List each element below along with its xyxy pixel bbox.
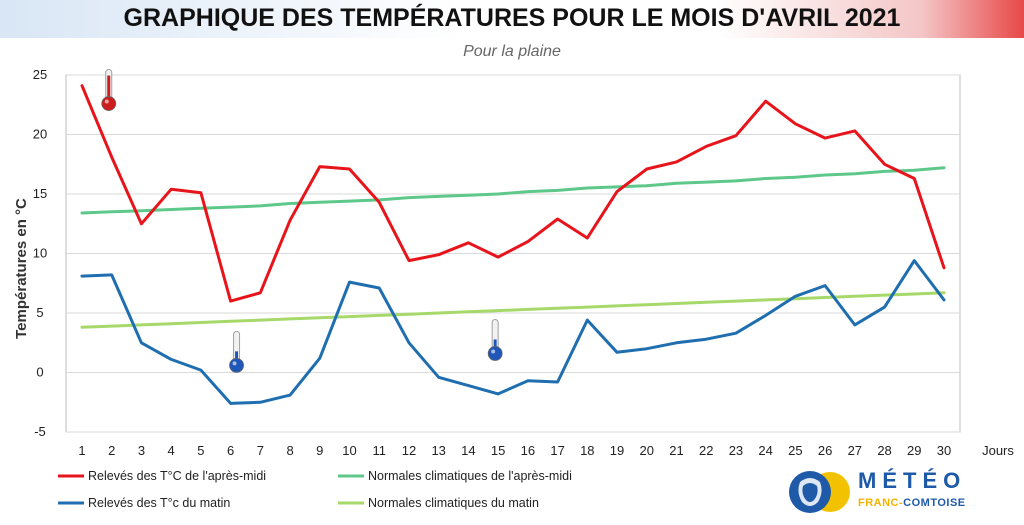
series-line-2 (80, 259, 946, 405)
x-tick-label: 14 (461, 443, 475, 458)
logo-wordmark: MÉTÉO (858, 468, 967, 493)
title-bar (0, 0, 1024, 38)
x-tick-label: 29 (907, 443, 921, 458)
legend-label-4: Normales climatiques du matin (368, 496, 539, 510)
legend-label-3: Relevés des T°c du matin (88, 496, 230, 510)
thermometer-hot-icon (101, 69, 117, 111)
x-tick-label: 9 (316, 443, 323, 458)
y-tick-label: 15 (33, 186, 47, 201)
x-tick-label: 15 (491, 443, 505, 458)
series-line-3 (80, 166, 946, 215)
x-tick-label: 17 (550, 443, 564, 458)
x-tick-label: 30 (937, 443, 951, 458)
logo-sub-part-2: COMTOISE (903, 497, 966, 509)
x-tick-label: 19 (610, 443, 624, 458)
x-tick-label: 23 (729, 443, 743, 458)
x-tick-label: 24 (758, 443, 772, 458)
chart-subtitle: Pour la plaine (463, 43, 561, 60)
x-tick-label: 7 (257, 443, 264, 458)
x-tick-label: 26 (818, 443, 832, 458)
x-tick-label: 5 (197, 443, 204, 458)
x-tick-label: 13 (431, 443, 445, 458)
logo-subtitle: FRANC-COMTOISE (858, 497, 966, 509)
series-line-4 (80, 291, 946, 329)
x-tick-label: 21 (669, 443, 683, 458)
y-tick-label: 0 (36, 365, 43, 380)
x-tick-label: 11 (372, 443, 386, 458)
x-tick-label: 2 (108, 443, 115, 458)
x-tick-label: 25 (788, 443, 802, 458)
chart-title: GRAPHIQUE DES TEMPÉRATURES POUR LE MOIS … (123, 4, 901, 32)
x-tick-label: 10 (342, 443, 356, 458)
x-tick-label: 27 (848, 443, 862, 458)
y-tick-label: 5 (36, 305, 43, 320)
y-tick-label: 25 (33, 67, 47, 82)
x-tick-label: 20 (640, 443, 654, 458)
thermometer-cold-icon (229, 330, 244, 373)
thermometer-cold-icon (487, 318, 503, 361)
x-tick-label: 12 (402, 443, 416, 458)
x-tick-label: 1 (78, 443, 85, 458)
x-tick-label: 3 (138, 443, 145, 458)
legend-label-1: Relevés des T°C de l'après-midi (88, 469, 266, 483)
x-tick-label: 28 (877, 443, 891, 458)
x-axis-label: Jours (982, 443, 1014, 458)
x-tick-label: 18 (580, 443, 594, 458)
lion-sun-logo-icon (789, 471, 850, 513)
x-tick-label: 4 (168, 443, 175, 458)
x-tick-label: 6 (227, 443, 234, 458)
y-tick-label: -5 (34, 424, 46, 439)
legend-label-2: Normales climatiques de l'après-midi (368, 469, 572, 483)
x-tick-label: 16 (521, 443, 535, 458)
logo-sub-part-1: FRANC- (858, 497, 904, 509)
y-axis-label: Températures en °C (13, 198, 30, 339)
x-tick-label: 22 (699, 443, 713, 458)
y-tick-label: 20 (33, 127, 47, 142)
x-tick-label: 8 (286, 443, 293, 458)
series-line-1 (80, 84, 946, 303)
y-tick-label: 10 (33, 246, 47, 261)
